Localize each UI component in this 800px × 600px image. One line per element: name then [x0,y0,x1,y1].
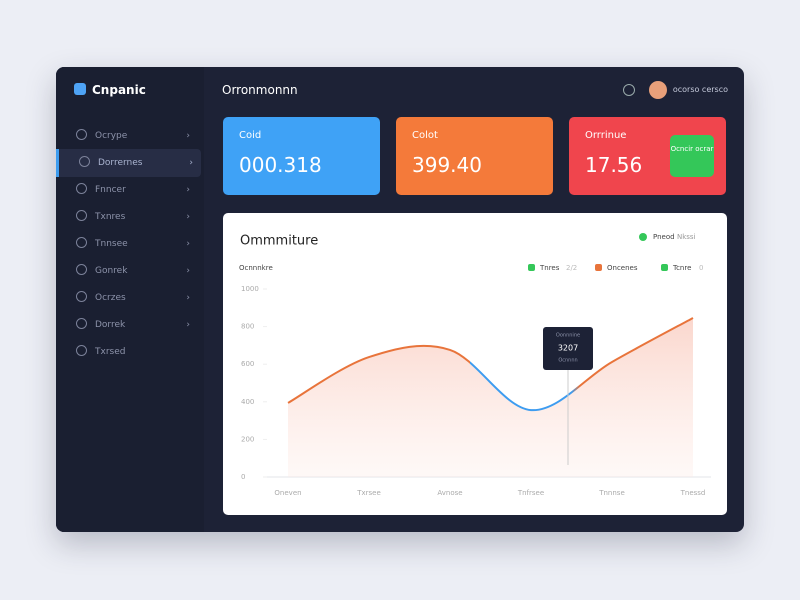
y-tick-label: 800 [241,323,254,331]
tooltip [543,327,593,370]
nav-label: Gonrek [95,266,128,276]
chevron: › [186,185,190,195]
nav-label: Dorrek [95,320,126,330]
nav-item[interactable]: Dorrek › [56,311,198,339]
x-tick-label: Tnnnse [598,489,625,497]
tooltip-title: Oonnnine [556,333,580,339]
filter[interactable]: Pneod [653,233,675,241]
nav-item[interactable]: Dorrernes › [56,149,201,177]
nav-item[interactable]: Tnnsee › [56,230,198,258]
y-tick-label: 1000 [241,285,259,293]
chevron: › [186,212,190,222]
legend-swatch [528,264,535,271]
nav-item[interactable]: Ocrype › [56,122,198,150]
tooltip-value: 3207 [558,344,578,353]
legend-label: Tnres [539,264,560,272]
nav-label: Txrsed [95,347,126,357]
y-tick-label: 0 [241,473,245,481]
legend-label: Oncenes [607,264,638,272]
chevron: › [186,293,190,303]
x-tick-label: Oneven [274,489,301,497]
tooltip-subtitle: Ocnnnn [558,358,577,364]
nav-item[interactable]: Gonrek › [56,257,198,285]
y-tick-label: 200 [241,435,254,443]
chevron: › [186,266,190,276]
nav-icon [76,318,87,329]
nav-icon [76,345,87,356]
x-tick-label: Tnessd [680,489,706,497]
nav-icon [76,210,87,221]
card-value: 399.40 [412,153,482,177]
legend-value: 0 [699,264,703,272]
user-menu[interactable]: ocorso cersco [622,80,728,100]
card-label: Orrrinue [585,130,627,141]
nav-icon [76,237,87,248]
nav-item[interactable]: Txnres › [56,203,198,231]
nav-label: Fnncer [95,185,126,195]
brand: Cnpanic [74,83,146,97]
chevron: › [186,320,190,330]
x-tick-label: Txrsee [356,489,381,497]
nav-label: Dorrernes [98,158,143,168]
stat-card: Colot 399.40 [396,117,553,195]
nav-label: Ocrype [95,131,128,141]
card-value: 000.318 [239,153,322,177]
nav-item[interactable]: Txrsed [56,338,198,366]
nav-item[interactable]: Ocrzes › [56,284,198,312]
user-name: ocorso cersco [672,85,728,94]
legend-value: 2/2 [566,264,577,272]
stat-card: Orrrinue 17.56 Ocncir ocrar [569,117,726,195]
nav-icon [76,291,87,302]
y-tick-label: 400 [241,398,254,406]
panel-title: Ommmiture [240,234,318,249]
x-tick-label: Tnfrsee [517,489,544,497]
card-button[interactable]: Ocncir ocrar [670,135,714,177]
nav-item[interactable]: Fnncer › [56,176,198,204]
nav-label: Ocrzes [95,293,126,303]
line [287,317,694,412]
card-label: Coid [239,130,262,141]
nav-label: Tnnsee [95,239,128,249]
brand-name: Cnpanic [92,83,146,97]
filter-value[interactable]: Nkssi [677,233,696,241]
card-value: 17.56 [585,153,643,177]
x-tick-label: Avnose [437,489,462,497]
nav-icon [76,129,87,140]
chevron: › [186,131,190,141]
legend-label: Tcnre [672,264,691,272]
area [288,317,693,477]
card-label: Colot [412,130,438,141]
nav-icon [76,264,87,275]
sidebar: Cnpanic Ocrype › Dorrernes › Fnncer › Txnres › T… [56,67,204,532]
app-window: Cnpanic Ocrype › Dorrernes › Fnncer › Txnres › T… [56,67,744,532]
y-tick-label: 600 [241,360,254,368]
filter-dot [639,233,647,241]
chevron: › [186,239,190,249]
chart-subtitle: Ocnnnkre [239,264,273,272]
chart: Ommmiture Pneod Nkssi Ocnnnkre 0 200 400 60… [239,233,711,497]
chart-panel: Ommmiture Pneod Nkssi Ocnnnkre 0 200 400 60… [223,213,727,515]
nav-icon [79,156,90,167]
legend-swatch [595,264,602,271]
stat-card: Coid 000.318 [223,117,380,195]
nav-icon [76,183,87,194]
legend-swatch [661,264,668,271]
nav-label: Txnres [95,212,126,222]
chevron: › [189,158,193,168]
header-title: Orronmonnn [222,83,298,97]
